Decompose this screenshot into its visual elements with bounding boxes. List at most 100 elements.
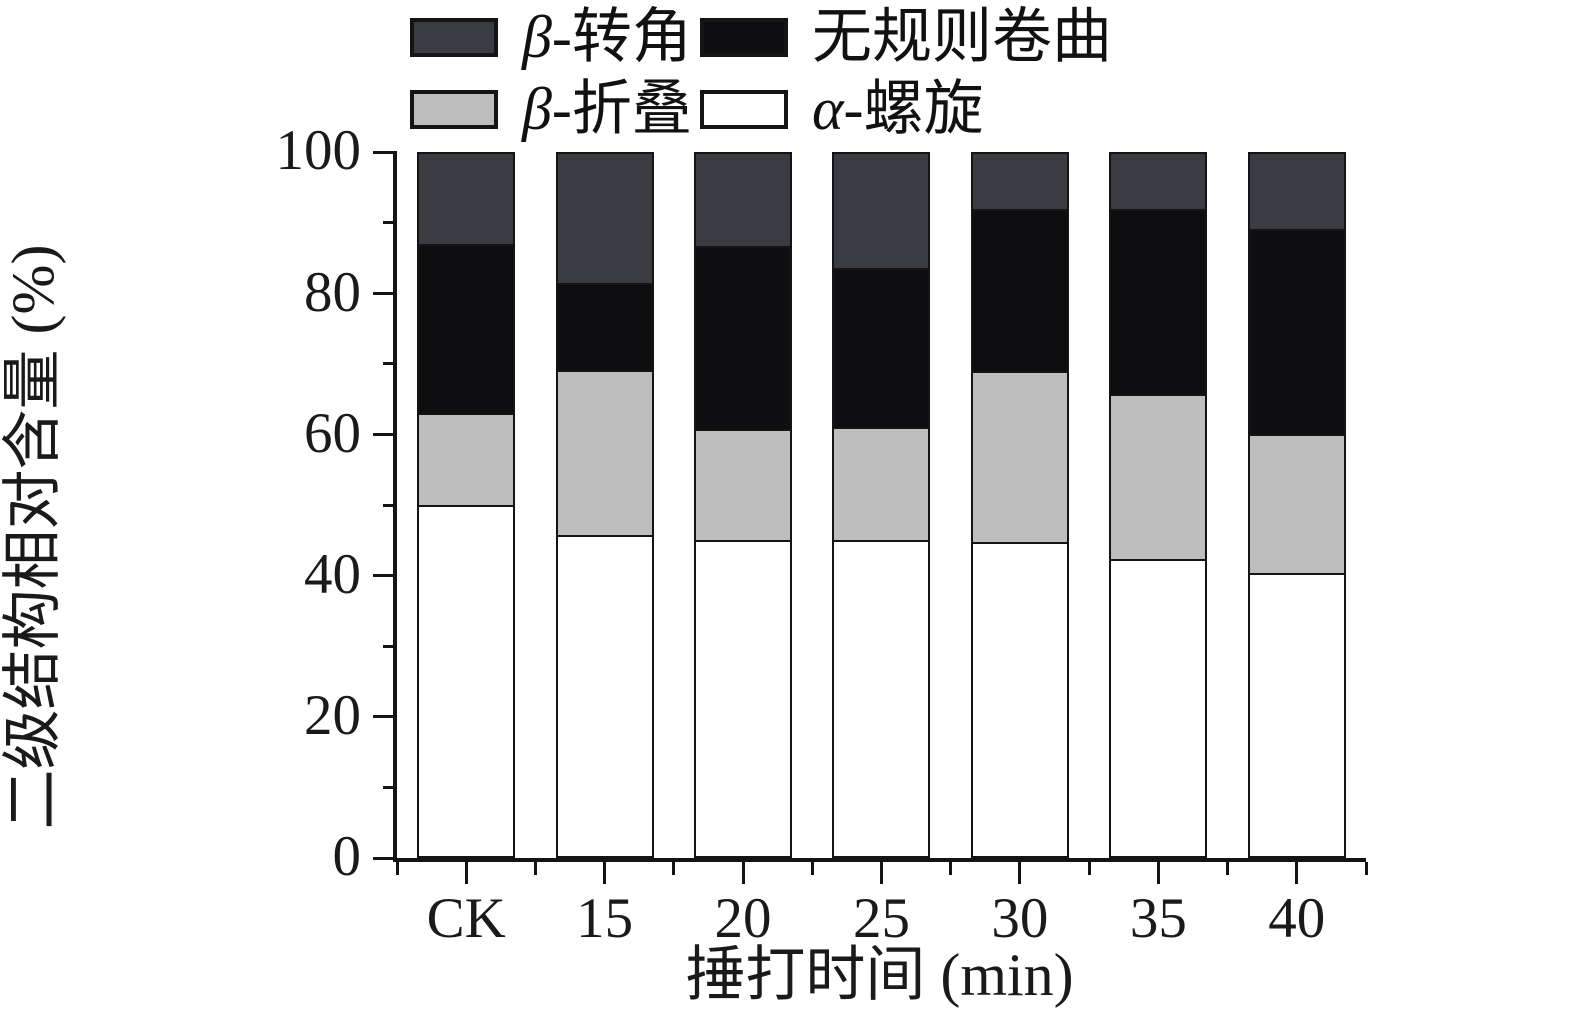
bar-segment: [1247, 433, 1346, 574]
x-tick-major: [1295, 862, 1299, 884]
bar-slot-CK: [397, 152, 535, 858]
legend-label: β-折叠: [522, 76, 692, 142]
bar-segment: [694, 152, 793, 246]
x-tick-label: 15: [576, 887, 634, 950]
stacked-bar-20: [694, 152, 793, 858]
y-tick-major: [373, 291, 397, 295]
bar-slot-25: [812, 152, 950, 858]
bar-segment: [970, 152, 1069, 209]
bar-slot-15: [535, 152, 673, 858]
bar-segment: [417, 505, 516, 858]
bar-segment: [970, 370, 1069, 542]
bar-segment: [832, 540, 931, 858]
y-tick-label: 0: [332, 825, 362, 889]
stacked-bar-CK: [417, 152, 516, 858]
bar-segment: [1109, 208, 1208, 395]
y-tick-major: [373, 432, 397, 436]
x-tick-minor: [949, 862, 953, 875]
bar-segment: [832, 427, 931, 541]
x-tick-minor: [672, 862, 676, 875]
y-tick-minor: [383, 221, 397, 225]
y-tick-minor: [383, 785, 397, 789]
bar-segment: [1109, 559, 1208, 858]
bar-segment: [694, 540, 793, 858]
bar-segment: [1247, 573, 1346, 858]
stacked-bar-40: [1247, 152, 1346, 858]
x-tick-minor: [533, 862, 537, 875]
bar-slot-35: [1089, 152, 1227, 858]
bar-segment: [1247, 152, 1346, 229]
legend-swatch: [410, 17, 498, 57]
legend-swatch: [700, 17, 788, 57]
bar-segment: [555, 370, 654, 536]
y-tick-major: [373, 856, 397, 860]
bar-segment: [555, 283, 654, 371]
stacked-bar-15: [555, 152, 654, 858]
bar-segment: [555, 535, 654, 858]
y-tick-label: 80: [304, 260, 361, 324]
x-tick-minor: [1226, 862, 1230, 875]
x-tick-major: [464, 862, 468, 884]
bar-segment: [417, 413, 516, 505]
x-axis-tick-labels: CK 15 20 25 30 35 40: [397, 890, 1366, 947]
legend-swatch: [410, 89, 498, 129]
bar-slot-20: [674, 152, 812, 858]
bar-segment: [1247, 228, 1346, 434]
y-tick-label: 60: [304, 401, 361, 465]
bar-segment: [1109, 394, 1208, 560]
x-tick-label: 40: [1268, 887, 1326, 950]
bar-segment: [832, 267, 931, 428]
legend-item: β-转角: [410, 6, 700, 68]
bar-segment: [970, 208, 1069, 371]
bar-slot-30: [951, 152, 1089, 858]
x-tick-label: 25: [852, 887, 910, 950]
y-tick-minor: [383, 503, 397, 507]
y-tick-major: [373, 574, 397, 578]
legend-item: α-螺旋: [700, 78, 1112, 140]
stacked-bar-35: [1109, 152, 1208, 858]
bar-segment: [832, 152, 931, 268]
x-tick-major: [741, 862, 745, 884]
plot-area: CK 15 20 25 30 35 40 0 20 40 60 80 100: [276, 122, 1368, 947]
y-tick-major: [373, 715, 397, 719]
x-tick-label: 30: [991, 887, 1049, 950]
legend-swatch: [700, 89, 788, 129]
y-tick-label: 40: [304, 542, 361, 606]
x-axis-title: 捶打时间 (min): [685, 942, 1074, 1008]
bar-segment: [555, 152, 654, 284]
legend-item: 无规则卷曲: [700, 6, 1112, 68]
y-tick-minor: [383, 362, 397, 366]
bar-segment: [417, 243, 516, 414]
bar-segment: [1109, 152, 1208, 209]
legend-item: β-折叠: [410, 78, 700, 140]
x-tick-label: 35: [1129, 887, 1187, 950]
y-tick-label: 100: [275, 119, 362, 183]
x-tick-minor: [1087, 862, 1091, 875]
stacked-bar-25: [832, 152, 931, 858]
x-tick-major: [880, 862, 883, 884]
stacked-bar-30: [970, 152, 1069, 858]
x-tick-label: CK: [426, 887, 506, 950]
x-tick-major: [1018, 862, 1022, 884]
x-tick-major: [1156, 862, 1160, 884]
x-tick-minor: [1364, 862, 1368, 875]
y-axis-title: 二级结构相对含量 (%): [0, 244, 66, 830]
y-tick-label: 20: [304, 684, 361, 748]
bar-segment: [694, 245, 793, 429]
bar-segment: [417, 152, 516, 244]
legend-label: β-转角: [522, 4, 692, 70]
bars-container: [397, 152, 1366, 858]
bar-segment: [694, 428, 793, 541]
legend-label: 无规则卷曲: [812, 4, 1112, 70]
chart-legend: β-转角 无规则卷曲 β-折叠 α-螺旋: [410, 6, 1112, 140]
x-tick-label: 20: [714, 887, 772, 950]
x-tick-major: [603, 862, 607, 884]
bar-segment: [970, 541, 1069, 858]
legend-label: α-螺旋: [812, 76, 984, 142]
bar-slot-40: [1228, 152, 1366, 858]
x-tick-minor: [810, 862, 814, 875]
y-tick-minor: [383, 644, 397, 648]
x-tick-minor: [395, 862, 399, 875]
y-tick-major: [373, 150, 397, 154]
